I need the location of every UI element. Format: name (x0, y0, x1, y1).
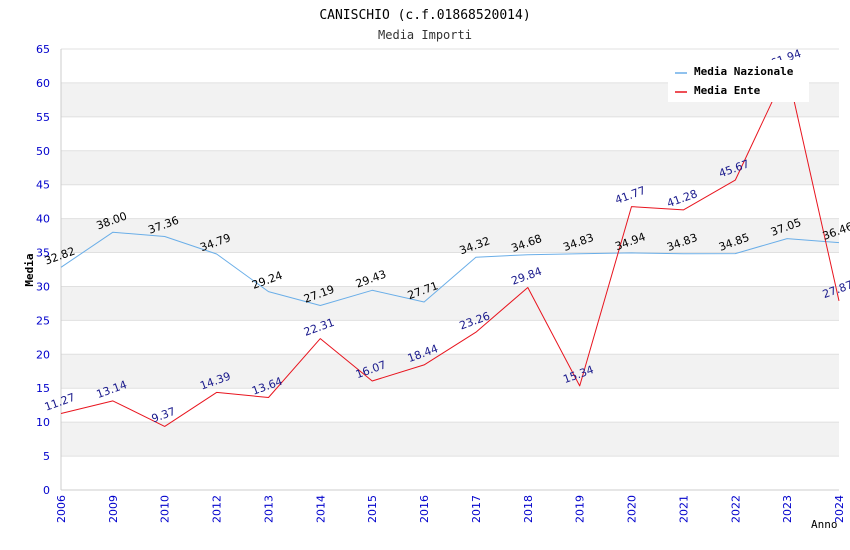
y-tick-label: 50 (36, 145, 50, 158)
legend-label-media-ente: Media Ente (694, 84, 761, 97)
y-tick-label: 25 (36, 314, 50, 327)
y-tick-label: 65 (36, 43, 50, 56)
grid-band (61, 286, 839, 321)
y-tick-label: 5 (43, 450, 50, 463)
y-tick-label: 30 (36, 280, 50, 293)
grid-bands (61, 82, 839, 457)
legend-label-media-nazionale: Media Nazionale (694, 65, 794, 78)
x-tick-label: 2010 (159, 495, 172, 523)
y-axis-label: Media (23, 253, 36, 286)
x-tick-label: 2014 (314, 495, 327, 523)
chart-title: CANISCHIO (c.f.01868520014) (319, 8, 530, 23)
x-tick-label: 2023 (781, 495, 794, 523)
x-axis-label: Anno (811, 518, 838, 531)
x-tick-label: 2021 (677, 495, 690, 523)
chart-subtitle: Media Importi (378, 28, 472, 42)
grid-band (61, 218, 839, 253)
y-tick-label: 40 (36, 213, 50, 226)
x-tick-label: 2017 (470, 495, 483, 523)
x-tick-label: 2009 (107, 495, 120, 523)
y-tick-label: 45 (36, 179, 50, 192)
x-tick-label: 2024 (833, 495, 846, 523)
x-tick-label: 2015 (366, 495, 379, 523)
y-tick-label: 55 (36, 111, 50, 124)
legend: Media Nazionale Media Ente (668, 60, 809, 102)
grid-band (61, 150, 839, 185)
x-tick-label: 2006 (55, 495, 68, 523)
grid-band (61, 354, 839, 389)
grid-band (61, 422, 839, 457)
x-tick-label: 2018 (522, 495, 535, 523)
x-tick-label: 2016 (418, 495, 431, 523)
x-tick-label: 2013 (262, 495, 275, 523)
series-line-media-ente (60, 69, 840, 427)
series-line-media-nazionale (60, 231, 840, 306)
x-tick-label: 2019 (574, 495, 587, 523)
y-tick-label: 15 (36, 382, 50, 395)
y-tick-label: 10 (36, 416, 50, 429)
y-tick-label: 20 (36, 348, 50, 361)
x-tick-label: 2020 (626, 495, 639, 523)
series-lines (60, 69, 840, 427)
y-tick-label: 0 (43, 484, 50, 497)
x-tick-label: 2022 (729, 495, 742, 523)
x-tick-label: 2012 (211, 495, 224, 523)
y-tick-label: 60 (36, 77, 50, 90)
axes (60, 49, 839, 491)
y-tick-label: 35 (36, 247, 50, 260)
y-tick-labels: 0 5 10 15 20 25 30 35 40 45 50 55 60 65 (36, 43, 50, 497)
x-tick-labels: 2006 2009 2010 2012 2013 2014 2015 2016 2017 2018… (55, 495, 846, 523)
legend-box (668, 60, 809, 102)
